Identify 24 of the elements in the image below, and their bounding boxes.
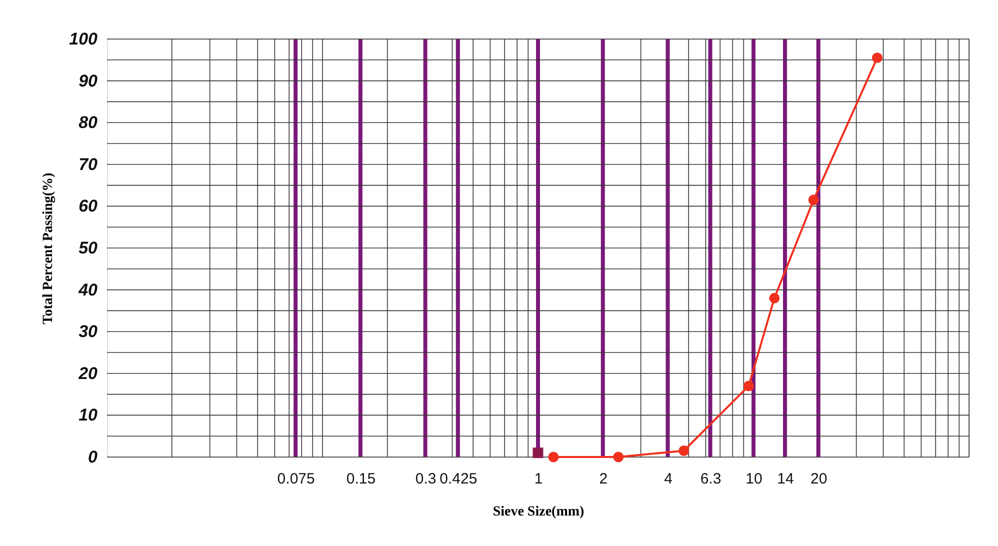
x-tick-label: 14 [777, 470, 794, 488]
x-tick-label: 1 [534, 470, 543, 488]
y-tick-label: 0 [88, 448, 98, 466]
y-tick-label: 30 [78, 322, 98, 342]
x-tick-label: 4 [664, 470, 672, 488]
y-tick-label: 40 [78, 280, 98, 300]
x-tick-label: 10 [746, 470, 762, 488]
x-axis-title: Sieve Size(mm) [492, 504, 585, 520]
y-tick-label: 20 [78, 364, 98, 383]
x-tick-label: 0.075 [277, 470, 315, 488]
x-tick-label: 20 [810, 470, 828, 488]
y-tick-label: 100 [69, 30, 98, 48]
y-tick-label: 50 [78, 238, 98, 258]
x-tick-label: 0.425 [440, 470, 478, 488]
x-tick-label: 6.3 [700, 470, 722, 488]
y-axis-title: Total Percent Passing(%) [41, 172, 56, 324]
y-tick-label: 70 [78, 154, 98, 174]
x-tick-label: 0.15 [346, 470, 376, 488]
y-tick-label: 10 [78, 406, 98, 425]
y-tick-label: 80 [78, 113, 98, 132]
y-tick-label: 60 [78, 196, 98, 216]
x-tick-label: 0.3 [415, 470, 436, 488]
y-tick-label: 90 [78, 71, 98, 90]
x-tick-label: 2 [599, 470, 608, 488]
